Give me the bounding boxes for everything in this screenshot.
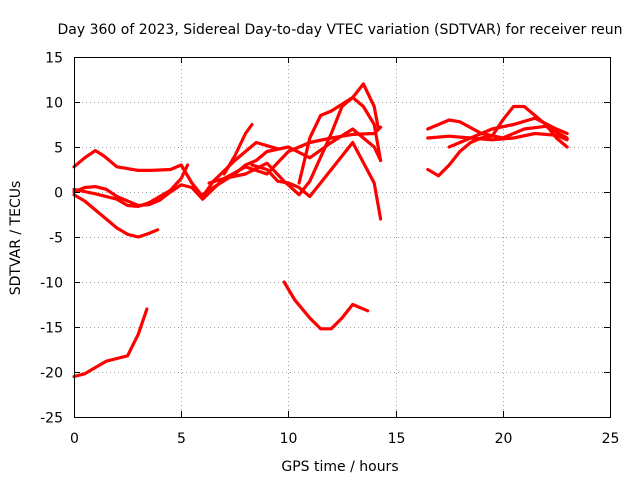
x-axis: 0 5 10 15 20 25 [70, 57, 619, 447]
y-tick-label: -10 [40, 276, 63, 292]
chart-title: Day 360 of 2023, Sidereal Day-to-day VTE… [57, 22, 622, 38]
series-track-9 [207, 95, 383, 197]
series-track-7 [222, 122, 254, 176]
y-tick-label: 5 [54, 141, 63, 157]
y-tick-label: -20 [40, 366, 63, 382]
series-track-5 [72, 163, 190, 208]
x-tick-label: 15 [388, 431, 406, 447]
series-track-6 [201, 127, 383, 197]
series-track-8 [250, 140, 383, 221]
x-tick-label: 20 [495, 431, 513, 447]
series-track-10 [297, 82, 380, 185]
y-tick-label: -25 [40, 411, 63, 427]
series-track-14 [426, 104, 569, 178]
y-tick-label: 10 [45, 96, 63, 112]
x-axis-label: GPS time / hours [281, 459, 398, 475]
x-tick-label: 0 [70, 431, 79, 447]
x-tick-label: 25 [602, 431, 620, 447]
y-axis-label: SDTVAR / TECUs [8, 181, 24, 296]
x-tick-label: 10 [280, 431, 298, 447]
y-tick-label: -5 [49, 231, 63, 247]
series-track-4 [72, 193, 160, 239]
series-track-11 [282, 280, 370, 331]
y-tick-label: -15 [40, 321, 63, 337]
series-track-3 [72, 125, 383, 208]
series-layer [72, 82, 569, 379]
series-track-15 [447, 116, 569, 149]
series-track-1 [72, 307, 149, 379]
y-tick-label: 0 [54, 186, 63, 202]
x-tick-label: 5 [177, 431, 186, 447]
y-axis: 15 10 5 0 -5 -10 -15 -20 -25 [40, 51, 610, 427]
y-tick-label: 15 [45, 51, 63, 67]
